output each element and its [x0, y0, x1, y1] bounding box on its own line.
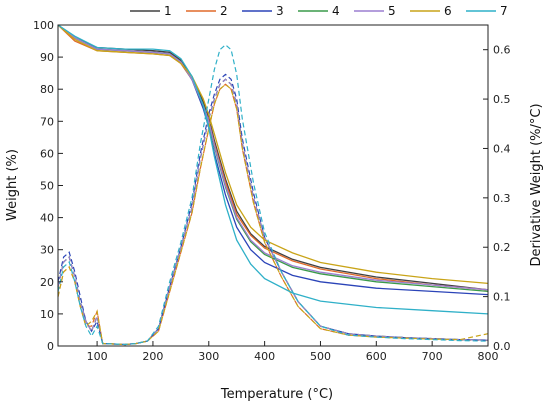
y-left-tick-label: 30 [40, 244, 54, 257]
legend-label-1: 1 [164, 4, 172, 18]
y-axis-left-title: Weight (%) [5, 149, 20, 221]
axes-layer: 100 200 300 400 500 600 700 800 0 10 20 30 40 50 60 70 8… [33, 19, 511, 363]
weight-line-series-6 [57, 24, 489, 285]
y-right-tick-label: 0.2 [493, 241, 511, 254]
y-right-tick-label: 0.6 [493, 44, 511, 57]
legend-label-7: 7 [500, 4, 508, 18]
plot-frame [57, 24, 489, 347]
y-left-tick-label: 40 [40, 212, 54, 225]
x-tick-label: 200 [142, 350, 163, 363]
legend-label-3: 3 [276, 4, 284, 18]
y-left-tick-label: 50 [40, 180, 54, 193]
y-right-tick-label: 0.4 [493, 142, 511, 155]
y-right-tick-label: 0.5 [493, 93, 511, 106]
x-tick-label: 600 [366, 350, 387, 363]
x-axis-title: Temperature (°C) [220, 387, 333, 402]
y-axis-right-title: Derivative Weight (%/°C) [529, 103, 544, 266]
legend-label-6: 6 [444, 4, 452, 18]
legend-label-4: 4 [332, 4, 340, 18]
weight-line-series-5 [57, 24, 489, 291]
dtg-line-series-1 [57, 78, 489, 346]
x-tick-label: 700 [422, 350, 443, 363]
dtg-line-series-6 [57, 83, 489, 346]
y-left-tick-label: 90 [40, 51, 54, 64]
y-left-tick-label: 80 [40, 83, 54, 96]
legend-label-5: 5 [388, 4, 396, 18]
legend: 1 2 3 4 5 6 7 [130, 4, 508, 18]
weight-line-series-7 [57, 24, 489, 315]
legend-label-2: 2 [220, 4, 228, 18]
series-layer [57, 24, 489, 346]
dtg-line-series-4 [57, 78, 489, 346]
y-right-tick-label: 0.0 [493, 340, 511, 353]
dtg-line-series-7 [57, 44, 489, 346]
dtg-line-series-2 [57, 83, 489, 346]
x-tick-label: 300 [198, 350, 219, 363]
y-left-tick-label: 10 [40, 308, 54, 321]
weight-line-series-1 [57, 24, 489, 291]
y-left-tick-label: 0 [47, 340, 54, 353]
y-right-tick-label: 0.3 [493, 192, 511, 205]
y-left-tick-label: 20 [40, 276, 54, 289]
x-tick-label: 800 [478, 350, 499, 363]
x-tick-label: 100 [87, 350, 108, 363]
x-tick-label: 400 [254, 350, 275, 363]
dtg-line-series-5 [57, 78, 489, 346]
x-tick-label: 500 [310, 350, 331, 363]
y-right-tick-label: 0.1 [493, 291, 511, 304]
y-left-tick-label: 70 [40, 115, 54, 128]
y-left-tick-label: 100 [33, 19, 54, 32]
y-left-tick-label: 60 [40, 147, 54, 160]
dtg-line-series-3 [57, 73, 489, 346]
